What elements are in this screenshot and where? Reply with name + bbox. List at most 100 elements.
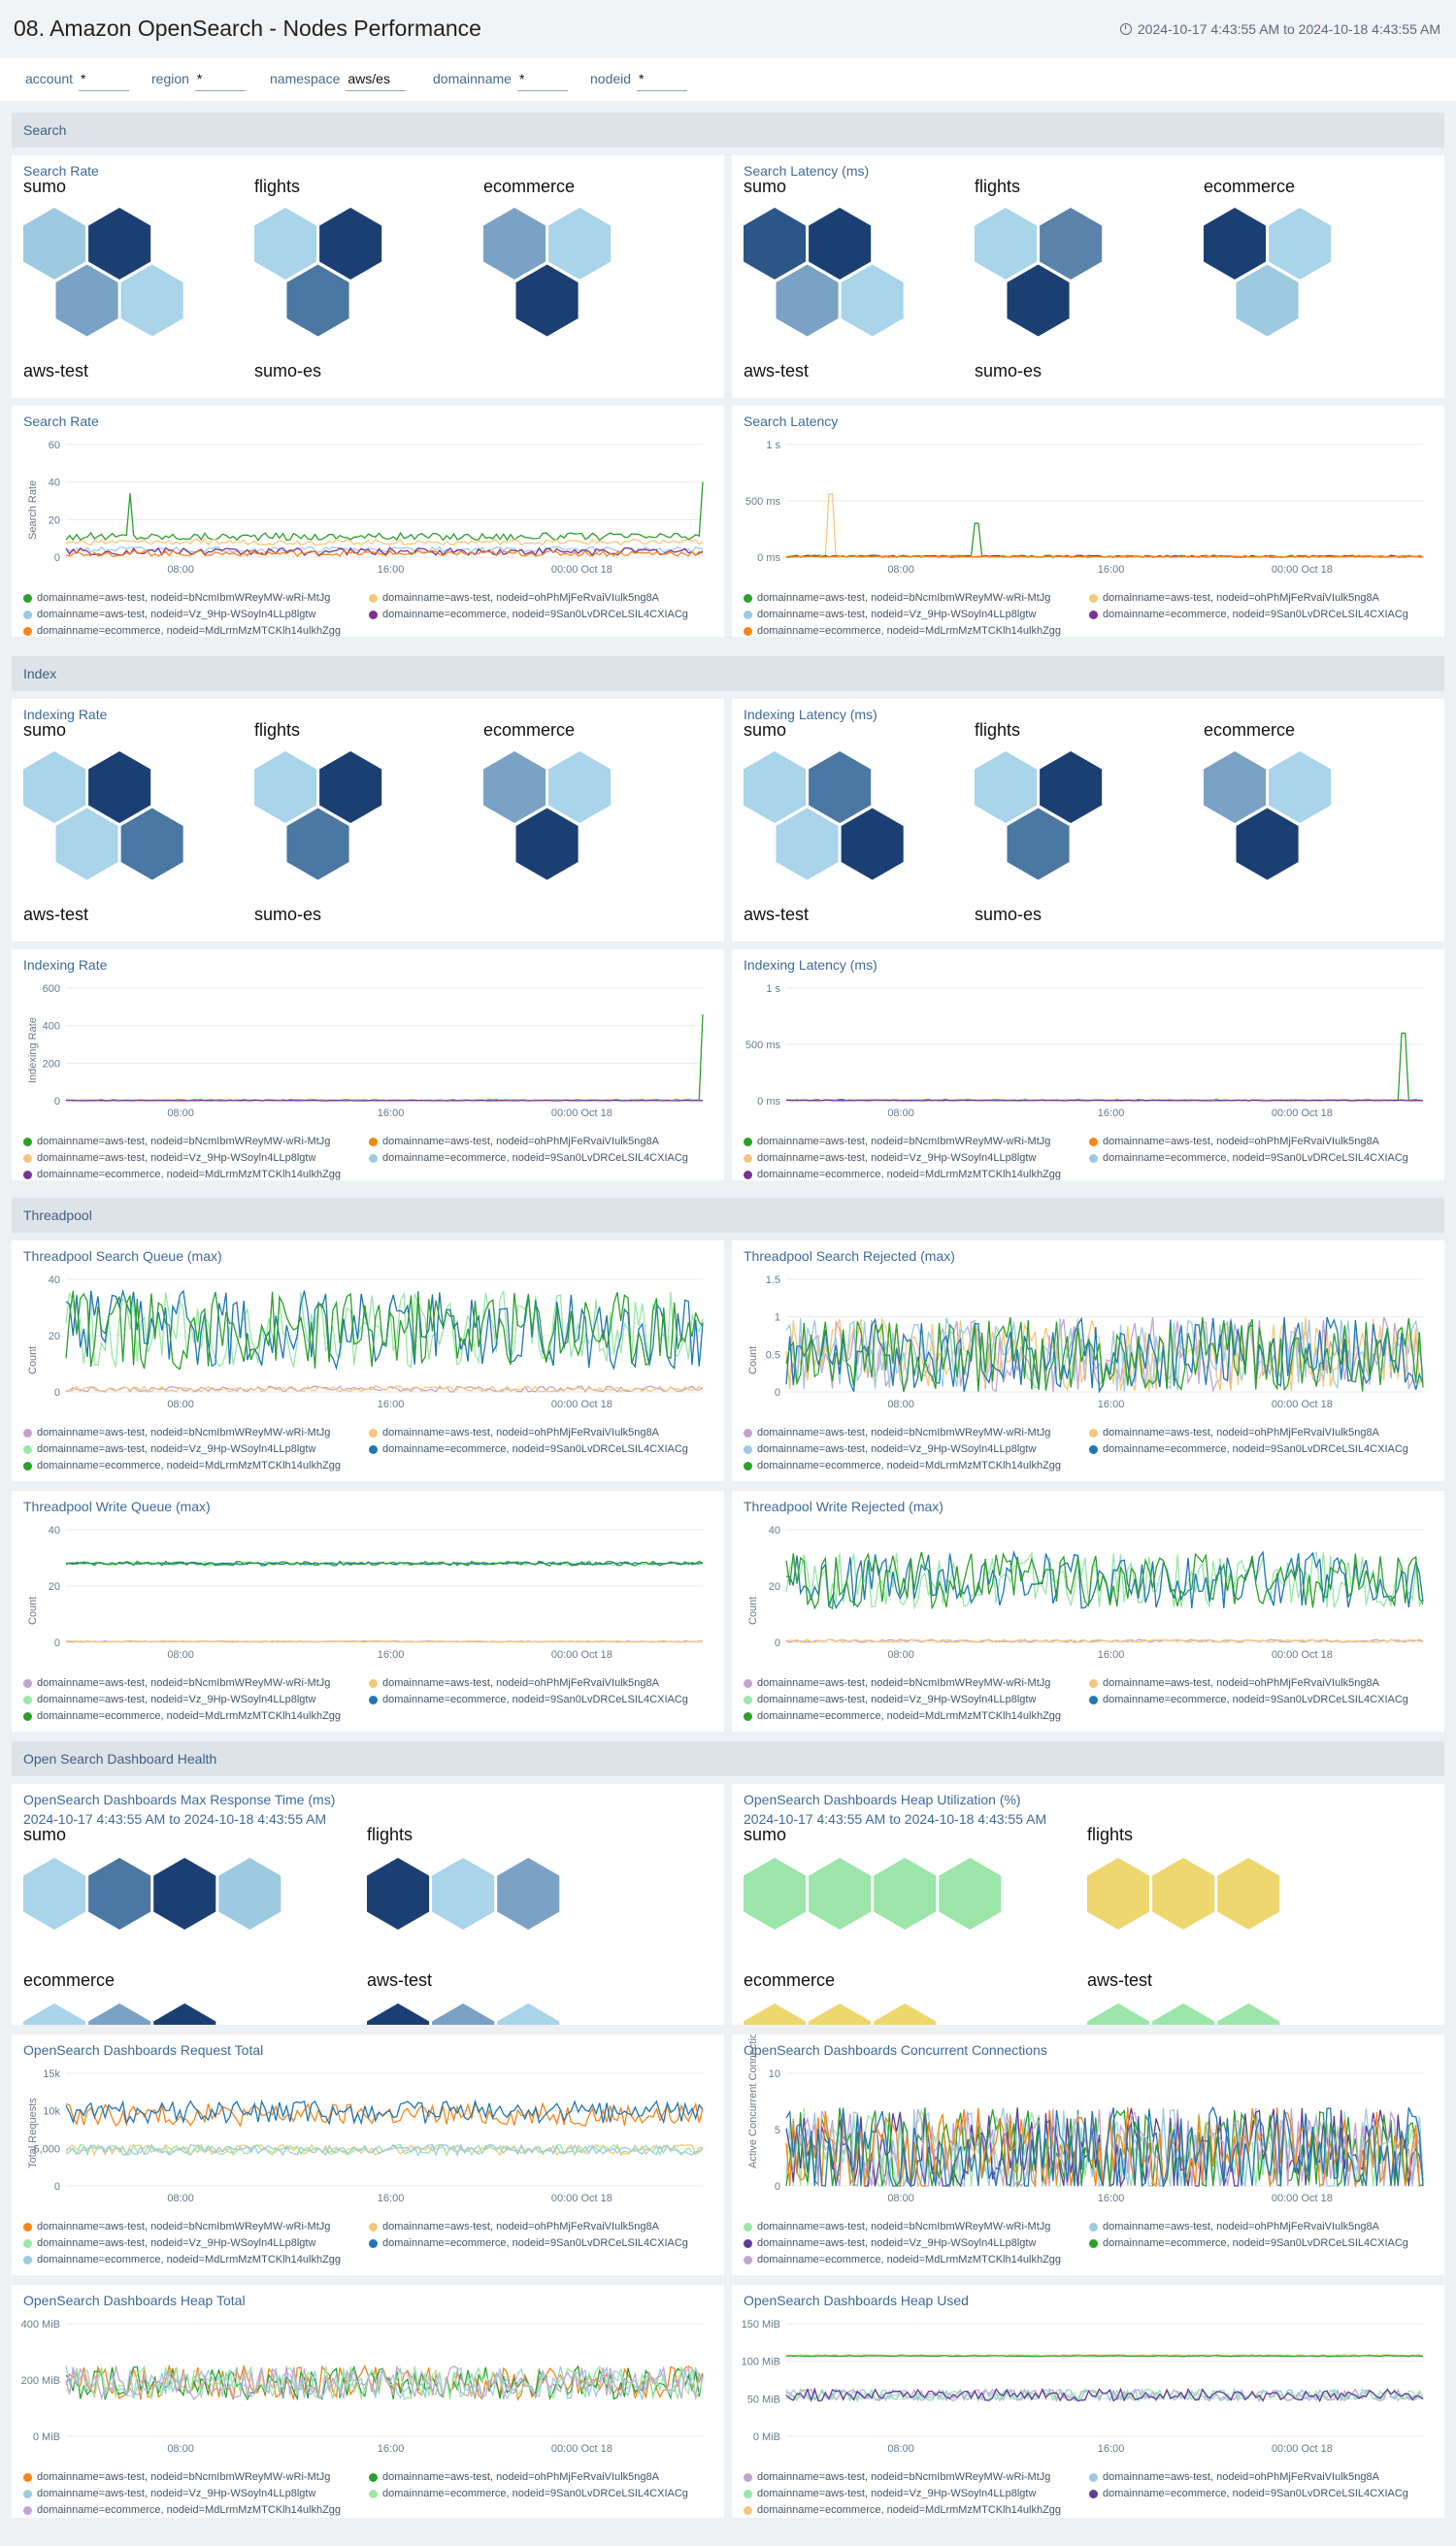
panel-threadpool-search-rejected-chart[interactable]: Threadpool Search Rejected (max) 0 0.5 1 1.… bbox=[732, 1240, 1444, 1481]
legend-item[interactable]: domainname=ecommerce, nodeid=MdLrmMzMTCK… bbox=[23, 1708, 369, 1725]
legend-item[interactable]: domainname=ecommerce, nodeid=MdLrmMzMTCK… bbox=[744, 1167, 1089, 1180]
panel-threadpool-write-queue-chart[interactable]: Threadpool Write Queue (max) 0 20 40 08:00 1… bbox=[12, 1491, 724, 1732]
legend-item[interactable]: domainname=aws-test, nodeid=ohPhMjFeRvai… bbox=[1089, 1425, 1444, 1441]
legend-item[interactable]: domainname=aws-test, nodeid=bNcmIbmWReyM… bbox=[744, 1425, 1089, 1441]
legend-item[interactable]: domainname=ecommerce, nodeid=MdLrmMzMTCK… bbox=[744, 1458, 1089, 1474]
series-line[interactable] bbox=[785, 493, 1424, 558]
honeycomb-cell[interactable] bbox=[483, 208, 546, 280]
panel-search-rate-chart[interactable]: Search Rate 0 20 40 60 08:00 16:00 00:00 Oct 1… bbox=[12, 406, 724, 637]
legend-item[interactable]: domainname=aws-test, nodeid=bNcmIbmWReyM… bbox=[744, 590, 1089, 607]
honeycomb-cell[interactable] bbox=[432, 2003, 495, 2025]
honeycomb-cell[interactable] bbox=[744, 2003, 807, 2025]
legend-item[interactable]: domainname=aws-test, nodeid=Vz_9Hp-WSoyl… bbox=[744, 1150, 1089, 1167]
honeycomb-cell[interactable] bbox=[874, 1858, 937, 1930]
time-range-picker[interactable]: 2024-10-17 4:43:55 AM to 2024-10-18 4:43… bbox=[1119, 21, 1440, 37]
honeycomb-cell[interactable] bbox=[809, 2003, 872, 2025]
panel-search-latency-honeycomb[interactable]: Search Latency (ms) sumo flights ecommerce… bbox=[732, 155, 1444, 398]
section-index[interactable]: Index bbox=[12, 656, 1444, 691]
honeycomb-cell[interactable] bbox=[515, 808, 579, 880]
panel-dashboards-max-response-honeycomb[interactable]: OpenSearch Dashboards Max Response Time … bbox=[12, 1784, 724, 2025]
honeycomb-cell[interactable] bbox=[88, 1858, 151, 1930]
panel-dashboards-heap-utilization-honeycomb[interactable]: OpenSearch Dashboards Heap Utilization (… bbox=[732, 1784, 1444, 2025]
honeycomb-cell[interactable] bbox=[841, 264, 904, 337]
honeycomb-cell[interactable] bbox=[515, 264, 579, 337]
honeycomb-cell[interactable] bbox=[55, 808, 118, 880]
legend-item[interactable]: domainname=aws-test, nodeid=ohPhMjFeRvai… bbox=[1089, 2469, 1444, 2486]
honeycomb-cell[interactable] bbox=[367, 2003, 430, 2025]
series-line[interactable] bbox=[65, 1639, 704, 1643]
legend-item[interactable]: domainname=aws-test, nodeid=bNcmIbmWReyM… bbox=[744, 1675, 1089, 1692]
filter-namespace[interactable]: namespace aws/es bbox=[270, 71, 407, 91]
legend-item[interactable]: domainname=aws-test, nodeid=Vz_9Hp-WSoyl… bbox=[23, 607, 369, 623]
honeycomb-cell[interactable] bbox=[319, 751, 382, 823]
legend-item[interactable]: domainname=ecommerce, nodeid=9San0LvDRCe… bbox=[1089, 2486, 1444, 2502]
honeycomb-cell[interactable] bbox=[744, 751, 807, 823]
legend-item[interactable]: domainname=ecommerce, nodeid=9San0LvDRCe… bbox=[1089, 1441, 1444, 1458]
honeycomb-cell[interactable] bbox=[809, 751, 872, 823]
legend-item[interactable]: domainname=aws-test, nodeid=Vz_9Hp-WSoyl… bbox=[744, 2486, 1089, 2502]
honeycomb-cell[interactable] bbox=[776, 264, 839, 337]
honeycomb-cell[interactable] bbox=[548, 208, 612, 280]
honeycomb-cell[interactable] bbox=[483, 751, 546, 823]
legend-item[interactable]: domainname=aws-test, nodeid=bNcmIbmWReyM… bbox=[23, 1675, 369, 1692]
section-dashboard-health[interactable]: Open Search Dashboard Health bbox=[12, 1741, 1444, 1776]
honeycomb-cell[interactable] bbox=[841, 808, 904, 880]
filter-account[interactable]: account * bbox=[25, 71, 130, 91]
legend-item[interactable]: domainname=aws-test, nodeid=bNcmIbmWReyM… bbox=[23, 1134, 369, 1150]
panel-search-latency-chart[interactable]: Search Latency 0 ms 500 ms 1 s 08:00 16:00 00… bbox=[732, 406, 1444, 637]
legend-item[interactable]: domainname=aws-test, nodeid=Vz_9Hp-WSoyl… bbox=[23, 2486, 369, 2502]
honeycomb-cell[interactable] bbox=[776, 808, 839, 880]
panel-indexing-rate-chart[interactable]: Indexing Rate 0 200 400 600 08:00 16:00 00:00 … bbox=[12, 949, 724, 1180]
honeycomb-cell[interactable] bbox=[874, 2003, 937, 2025]
legend-item[interactable]: domainname=aws-test, nodeid=ohPhMjFeRvai… bbox=[369, 2469, 724, 2486]
honeycomb-cell[interactable] bbox=[88, 208, 151, 280]
filter-value-namespace[interactable]: aws/es bbox=[346, 71, 407, 91]
honeycomb-cell[interactable] bbox=[1236, 808, 1299, 880]
honeycomb-cell[interactable] bbox=[120, 808, 183, 880]
legend-item[interactable]: domainname=aws-test, nodeid=Vz_9Hp-WSoyl… bbox=[23, 1441, 369, 1458]
series-line[interactable] bbox=[785, 2355, 1424, 2358]
honeycomb-cell[interactable] bbox=[286, 808, 349, 880]
panel-dashboards-request-total-chart[interactable]: OpenSearch Dashboards Request Total 0 5,0… bbox=[12, 2034, 724, 2275]
honeycomb-cell[interactable] bbox=[254, 751, 317, 823]
legend-item[interactable]: domainname=ecommerce, nodeid=MdLrmMzMTCK… bbox=[23, 2252, 369, 2268]
filter-value-region[interactable]: * bbox=[194, 71, 246, 91]
legend-item[interactable]: domainname=aws-test, nodeid=bNcmIbmWReyM… bbox=[744, 1134, 1089, 1150]
legend-item[interactable]: domainname=ecommerce, nodeid=9San0LvDRCe… bbox=[369, 2486, 724, 2502]
series-line[interactable] bbox=[65, 2364, 704, 2400]
honeycomb-cell[interactable] bbox=[809, 1858, 872, 1930]
legend-item[interactable]: domainname=aws-test, nodeid=Vz_9Hp-WSoyl… bbox=[744, 1692, 1089, 1708]
series-line[interactable] bbox=[785, 1099, 1424, 1102]
legend-item[interactable]: domainname=ecommerce, nodeid=9San0LvDRCe… bbox=[369, 1441, 724, 1458]
honeycomb-cell[interactable] bbox=[1087, 2003, 1150, 2025]
legend-item[interactable]: domainname=ecommerce, nodeid=MdLrmMzMTCK… bbox=[23, 2502, 369, 2518]
series-line[interactable] bbox=[785, 1551, 1424, 1610]
series-line[interactable] bbox=[65, 1288, 704, 1371]
legend-item[interactable]: domainname=aws-test, nodeid=bNcmIbmWReyM… bbox=[23, 590, 369, 607]
panel-indexing-rate-honeycomb[interactable]: Indexing Rate sumo flights ecommerce aws-te… bbox=[12, 699, 724, 942]
legend-item[interactable]: domainname=ecommerce, nodeid=9San0LvDRCe… bbox=[369, 1150, 724, 1167]
panel-threadpool-search-queue-chart[interactable]: Threadpool Search Queue (max) 0 20 40 08:00… bbox=[12, 1240, 724, 1481]
section-search[interactable]: Search bbox=[12, 113, 1444, 148]
panel-threadpool-write-rejected-chart[interactable]: Threadpool Write Rejected (max) 0 20 40 08:… bbox=[732, 1491, 1444, 1732]
honeycomb-cell[interactable] bbox=[23, 2003, 86, 2025]
honeycomb-cell[interactable] bbox=[809, 208, 872, 280]
legend-item[interactable]: domainname=aws-test, nodeid=ohPhMjFeRvai… bbox=[1089, 590, 1444, 607]
section-threadpool[interactable]: Threadpool bbox=[12, 1198, 1444, 1233]
legend-item[interactable]: domainname=ecommerce, nodeid=MdLrmMzMTCK… bbox=[744, 1708, 1089, 1725]
panel-indexing-latency-chart[interactable]: Indexing Latency (ms) 0 ms 500 ms 1 s 08:00… bbox=[732, 949, 1444, 1180]
legend-item[interactable]: domainname=aws-test, nodeid=ohPhMjFeRvai… bbox=[369, 1675, 724, 1692]
legend-item[interactable]: domainname=ecommerce, nodeid=MdLrmMzMTCK… bbox=[744, 2502, 1089, 2518]
honeycomb-cell[interactable] bbox=[1269, 208, 1332, 280]
honeycomb-cell[interactable] bbox=[1269, 751, 1332, 823]
honeycomb-cell[interactable] bbox=[218, 1858, 281, 1930]
legend-item[interactable]: domainname=aws-test, nodeid=ohPhMjFeRvai… bbox=[1089, 1675, 1444, 1692]
series-line[interactable] bbox=[65, 1099, 704, 1102]
honeycomb-cell[interactable] bbox=[88, 2003, 151, 2025]
legend-item[interactable]: domainname=aws-test, nodeid=ohPhMjFeRvai… bbox=[369, 2219, 724, 2235]
honeycomb-cell[interactable] bbox=[432, 1858, 495, 1930]
honeycomb-cell[interactable] bbox=[1040, 208, 1103, 280]
honeycomb-cell[interactable] bbox=[744, 208, 807, 280]
series-line[interactable] bbox=[785, 1638, 1424, 1643]
series-line[interactable] bbox=[65, 538, 704, 546]
